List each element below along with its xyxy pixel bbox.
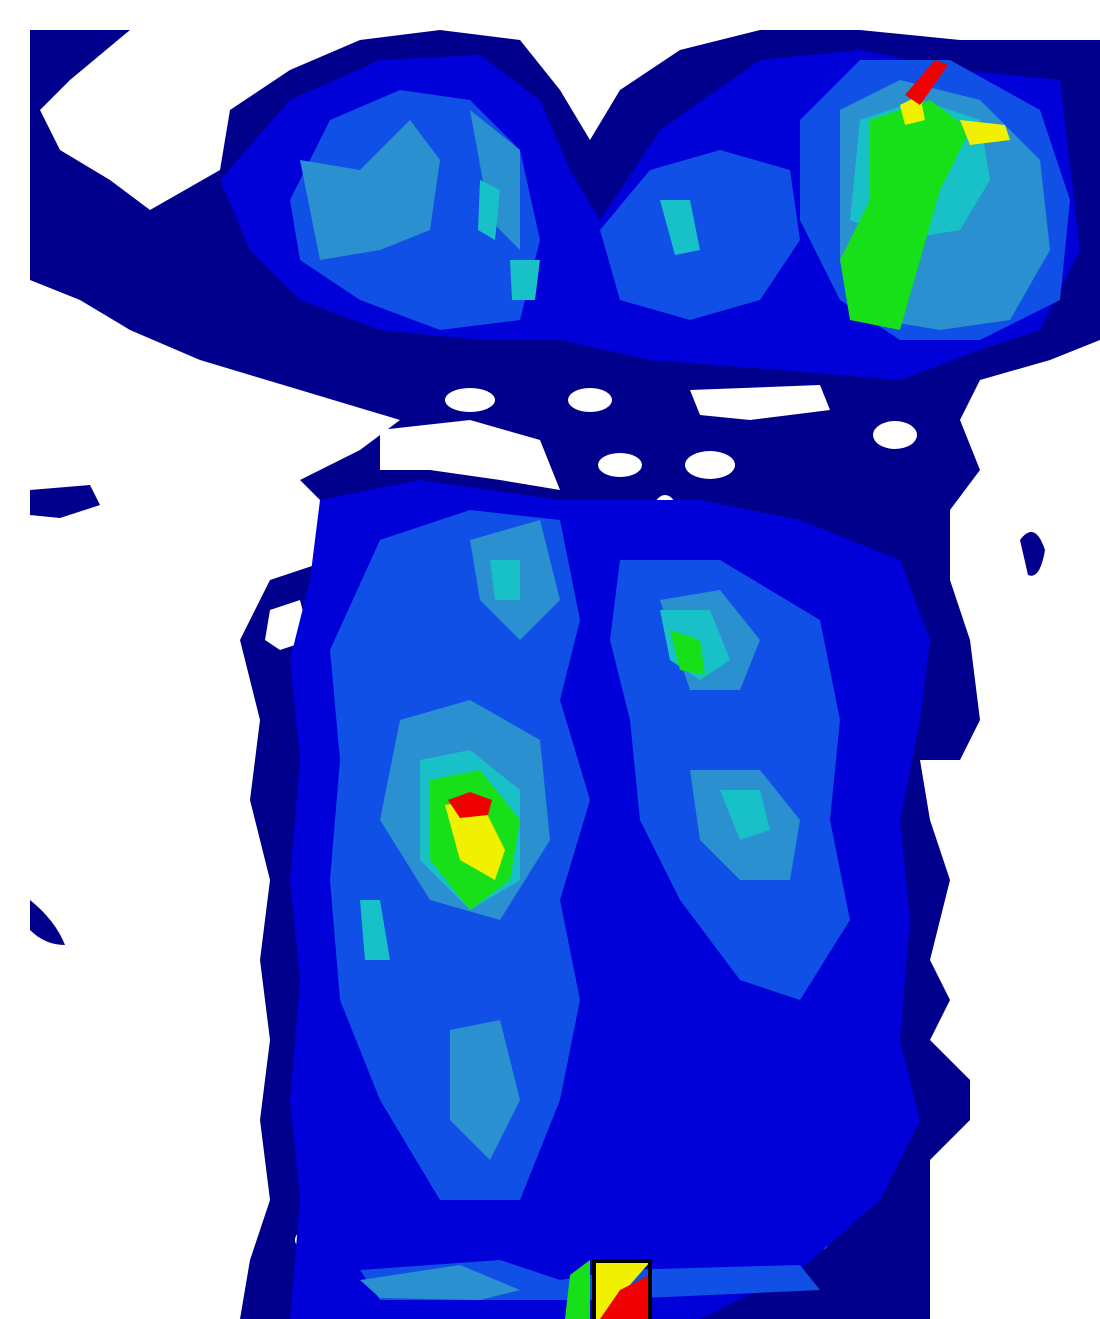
red-region — [448, 60, 948, 1319]
selection-box — [592, 1259, 652, 1319]
